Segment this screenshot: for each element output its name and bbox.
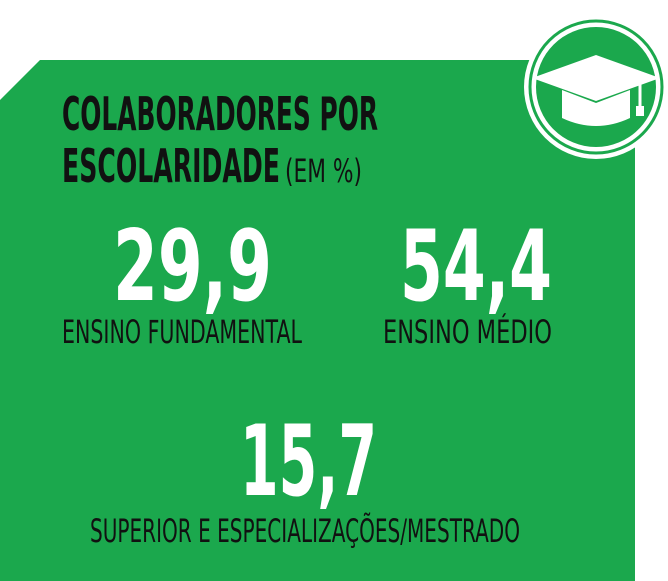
title: COLABORADORES POR <box>62 87 378 141</box>
stat-value: 15,7 <box>240 405 377 519</box>
graduation-icon <box>524 15 668 159</box>
stat-label: SUPERIOR E ESPECIALIZAÇÕES/MESTRADO <box>90 512 520 550</box>
stat-label: ENSINO MÉDIO <box>383 313 552 351</box>
title-suffix: (EM %) <box>285 152 362 190</box>
stat-value: 29,9 <box>113 210 272 324</box>
stat-value: 54,4 <box>400 210 552 324</box>
stat-label: ENSINO FUNDAMENTAL <box>62 313 302 351</box>
title: ESCOLARIDADE <box>62 139 280 193</box>
panel <box>0 60 635 581</box>
